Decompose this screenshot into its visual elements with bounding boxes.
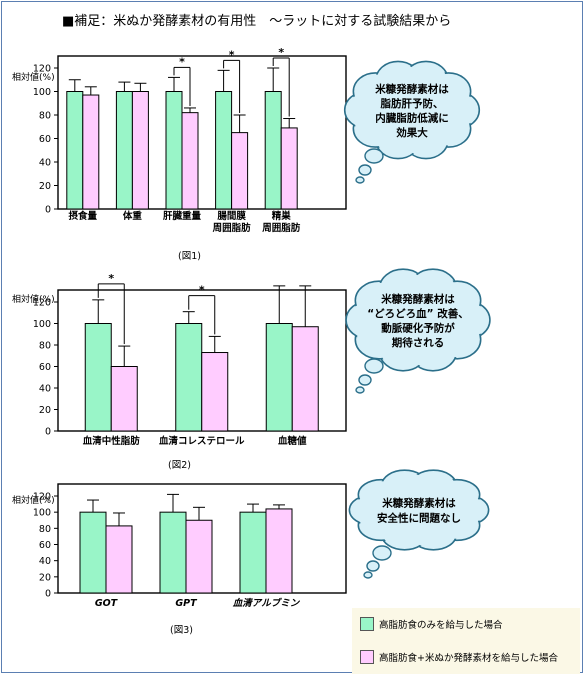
figure-caption: (図2) (168, 460, 191, 471)
y-axis-label: 相対値(%) (12, 494, 55, 506)
bar-high-fat-plus-rice-bran (280, 127, 298, 210)
bubble-body (368, 481, 470, 539)
bar-high-fat-only (115, 91, 133, 210)
bubble-trail-dot (355, 176, 365, 184)
y-axis-label: 相対値(%) (12, 293, 55, 305)
category-label: 体重 (123, 210, 143, 222)
bar-high-fat-plus-rice-bran (110, 366, 138, 432)
bubble-text: 米糠発酵素材は安全性に問題なし (377, 497, 461, 525)
page-title: ■補足：米ぬか発酵素材の有用性 ～ラットに対する試験結果から (62, 14, 452, 29)
y-tick-label: 20 (39, 572, 51, 583)
plot-frame-1 (57, 55, 347, 210)
y-tick-label: 120 (33, 298, 51, 309)
y-tick-label: 20 (39, 181, 51, 192)
bubble-trail-dot (358, 164, 372, 176)
bubble-trail-dot (366, 560, 380, 572)
bar-high-fat-only (239, 511, 267, 594)
category-label: GOT (95, 598, 119, 609)
y-tick-label: 80 (39, 524, 51, 535)
y-tick-label: 100 (33, 508, 51, 519)
bubble-trail-dot (363, 571, 373, 579)
y-tick-label: 100 (33, 87, 51, 98)
category-label: 血清コレステロール (159, 435, 245, 447)
y-tick-label: 40 (39, 158, 51, 169)
category-label: 肝臓重量 (163, 210, 202, 222)
bar-high-fat-only (265, 323, 293, 432)
bar-high-fat-plus-rice-bran (201, 352, 229, 432)
category-label: 腸間膜周囲脂肪 (213, 210, 252, 234)
category-label: 精巣周囲脂肪 (262, 210, 301, 234)
bar-high-fat-only (264, 91, 282, 210)
legend-label-high-fat-only: 高脂肪食のみを給与した場合 (379, 620, 503, 631)
category-label: 血清アルブミン (233, 597, 301, 609)
bar-high-fat-only (84, 323, 112, 432)
figure-caption: (図3) (170, 625, 193, 636)
y-tick-label: 60 (39, 540, 51, 551)
bubble-trail-dot (355, 386, 365, 394)
bar-high-fat-plus-rice-bran (82, 94, 100, 210)
bar-high-fat-only (165, 91, 183, 210)
y-tick-label: 120 (33, 64, 51, 75)
category-label: GPT (175, 598, 198, 609)
bubble-text: 米糠発酵素材は“どろどろ血” 改善、動脈硬化予防が期待される (367, 292, 468, 349)
y-tick-label: 0 (45, 427, 51, 438)
category-label: 血糖値 (278, 435, 307, 447)
bar-high-fat-plus-rice-bran (105, 525, 133, 594)
legend-item-high-fat-plus-rice-bran: 高脂肪食+米ぬか発酵素材を給与した場合 (352, 641, 580, 674)
y-tick-label: 100 (33, 319, 51, 330)
bar-high-fat-only (66, 91, 84, 210)
bar-high-fat-only (79, 511, 107, 594)
y-tick-label: 80 (39, 111, 51, 122)
bar-high-fat-only (159, 511, 187, 594)
y-tick-label: 120 (33, 492, 51, 503)
thought-bubble-2: 米糠発酵素材は“どろどろ血” 改善、動脈硬化予防が期待される (345, 268, 491, 394)
y-tick-label: 40 (39, 384, 51, 395)
bubble-trail-dot (372, 545, 392, 561)
legend-swatch-high-fat-plus-rice-bran (360, 650, 374, 664)
y-axis-label: 相対値(%) (12, 71, 55, 83)
y-tick-label: 40 (39, 556, 51, 567)
y-tick-label: 60 (39, 134, 51, 145)
bubble-body (365, 283, 471, 357)
bubble-text: 米糠発酵素材は脂肪肝予防、内臓脂肪低減に効果大 (374, 82, 449, 139)
bar-high-fat-only (215, 91, 233, 210)
category-label: 血清中性脂肪 (83, 435, 141, 447)
y-tick-label: 60 (39, 362, 51, 373)
legend-item-high-fat-only: 高脂肪食のみを給与した場合 (352, 608, 580, 641)
y-tick-label: 0 (45, 205, 51, 216)
bar-high-fat-plus-rice-bran (131, 91, 149, 210)
significance-mark: * (278, 46, 284, 59)
bubble-trail-dot (364, 148, 384, 164)
significance-mark: * (108, 272, 114, 285)
thought-bubble-3: 米糠発酵素材は安全性に問題なし (348, 469, 490, 579)
legend-swatch-high-fat-only (360, 617, 374, 631)
bubble-body (362, 74, 462, 146)
bar-high-fat-plus-rice-bran (291, 326, 319, 432)
thought-bubble-1: 米糠発酵素材は脂肪肝予防、内臓脂肪低減に効果大 (343, 60, 481, 184)
bar-high-fat-plus-rice-bran (265, 508, 293, 594)
figure-caption: (図1) (178, 251, 201, 262)
bar-high-fat-plus-rice-bran (181, 112, 199, 210)
bar-high-fat-plus-rice-bran (185, 519, 213, 594)
bubble-trail-dot (358, 374, 372, 386)
significance-mark: * (179, 55, 185, 68)
bar-high-fat-plus-rice-bran (231, 132, 249, 210)
significance-mark: * (229, 48, 235, 61)
y-tick-label: 20 (39, 405, 51, 416)
bubble-trail-dot (364, 358, 384, 374)
bar-high-fat-only (175, 323, 203, 432)
y-tick-label: 0 (45, 589, 51, 600)
significance-mark: * (199, 284, 205, 297)
category-label: 摂食量 (69, 210, 98, 222)
y-tick-label: 80 (39, 341, 51, 352)
legend-label-high-fat-plus-rice-bran: 高脂肪食+米ぬか発酵素材を給与した場合 (379, 653, 558, 664)
